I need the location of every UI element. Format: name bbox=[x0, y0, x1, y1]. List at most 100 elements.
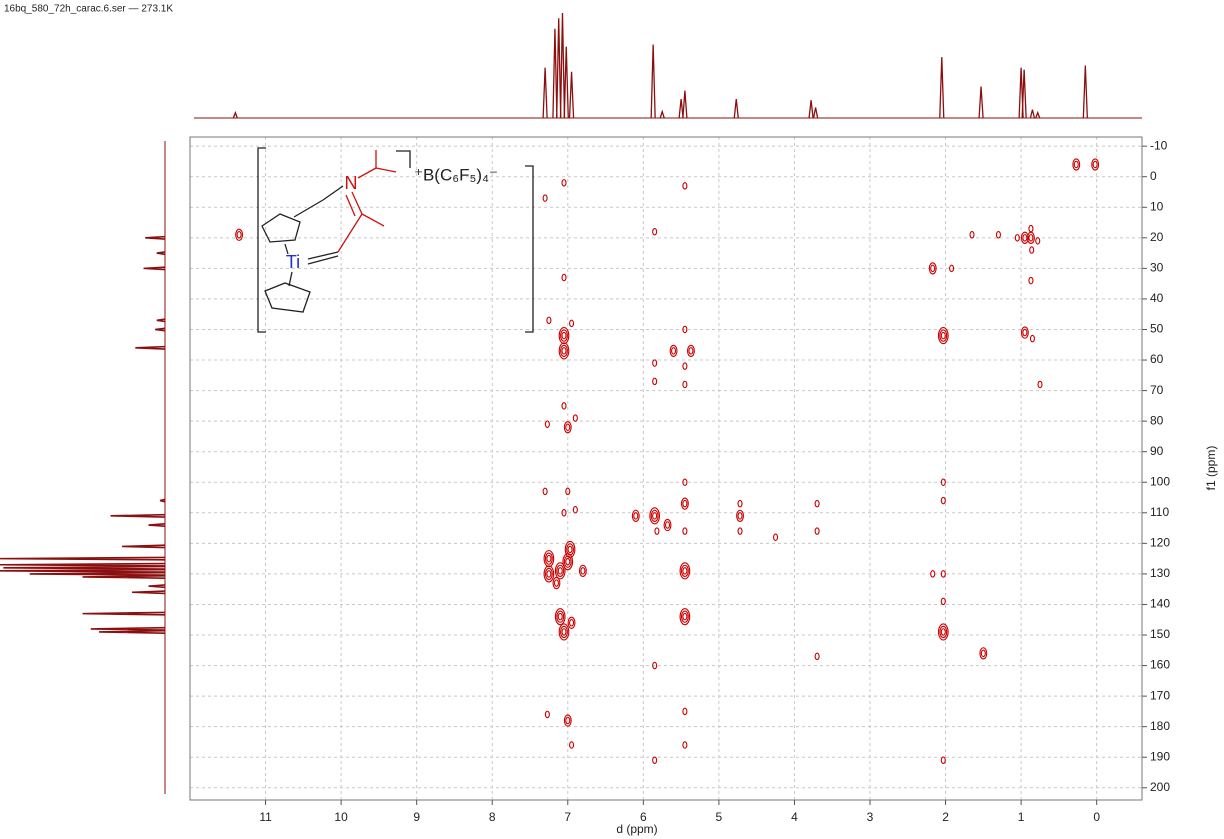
y-tick-label: 140 bbox=[1150, 597, 1170, 611]
cross-peak bbox=[569, 741, 575, 749]
cross-peak bbox=[1037, 380, 1043, 389]
contour bbox=[1028, 234, 1034, 242]
contour bbox=[564, 540, 576, 559]
cross-peak bbox=[569, 319, 575, 328]
contour bbox=[650, 509, 659, 523]
projection-peak bbox=[552, 28, 558, 119]
y-tick-label: 0 bbox=[1150, 169, 1157, 183]
contour bbox=[560, 344, 568, 358]
contour bbox=[565, 487, 571, 496]
projection-peak bbox=[98, 629, 166, 634]
contour bbox=[542, 487, 548, 496]
cross-peak bbox=[558, 623, 570, 641]
contour bbox=[940, 478, 946, 486]
contour bbox=[546, 316, 552, 325]
cross-peak bbox=[1028, 276, 1034, 285]
cross-peak bbox=[563, 421, 572, 434]
cross-peak bbox=[1020, 326, 1029, 339]
cross-peak bbox=[928, 262, 937, 275]
cross-peak bbox=[543, 565, 555, 583]
contour bbox=[930, 570, 936, 578]
contour bbox=[995, 231, 1001, 239]
contour bbox=[580, 567, 586, 575]
contour bbox=[566, 543, 574, 556]
contour bbox=[1072, 158, 1081, 171]
cross-peak bbox=[682, 182, 688, 190]
contour bbox=[572, 505, 578, 514]
contour bbox=[980, 649, 986, 658]
contour bbox=[1035, 237, 1041, 245]
contour bbox=[569, 741, 575, 749]
cross-peak bbox=[940, 597, 946, 606]
bond bbox=[288, 271, 293, 287]
cross-peak bbox=[652, 359, 658, 367]
projection-peak bbox=[148, 584, 166, 589]
cross-peak bbox=[940, 570, 946, 578]
contour bbox=[649, 507, 661, 525]
contour bbox=[679, 562, 691, 580]
cross-peak bbox=[561, 273, 567, 282]
atom-label: Ti bbox=[286, 252, 300, 272]
contour bbox=[544, 552, 553, 565]
contour bbox=[682, 499, 688, 508]
cross-peak bbox=[564, 540, 576, 559]
contour bbox=[561, 331, 567, 340]
projection-peak bbox=[733, 99, 739, 119]
bond bbox=[337, 213, 363, 253]
contour bbox=[569, 619, 575, 627]
bond bbox=[351, 191, 363, 215]
contour bbox=[1014, 234, 1020, 242]
contour bbox=[633, 512, 639, 520]
contour bbox=[940, 597, 946, 606]
projection-peak bbox=[29, 571, 166, 576]
y-tick-label: 60 bbox=[1150, 352, 1164, 366]
contour bbox=[1022, 328, 1028, 337]
contour bbox=[682, 380, 688, 389]
contour bbox=[561, 179, 567, 187]
projection-peak bbox=[159, 498, 166, 503]
projection-peak bbox=[556, 18, 562, 119]
projection-peak bbox=[939, 57, 945, 119]
bracket bbox=[257, 147, 266, 333]
contour bbox=[682, 567, 688, 575]
x-tick-label: 2 bbox=[942, 810, 949, 824]
projection-peak bbox=[3, 565, 166, 570]
contour bbox=[552, 576, 561, 590]
contour bbox=[1020, 326, 1029, 339]
projection-peak bbox=[563, 46, 569, 119]
contour bbox=[561, 347, 567, 355]
contour bbox=[553, 579, 559, 587]
plot-frame bbox=[189, 136, 1143, 801]
cross-peak bbox=[995, 231, 1001, 239]
contour bbox=[1092, 160, 1098, 169]
cross-peak bbox=[937, 623, 949, 641]
contour bbox=[1020, 231, 1029, 244]
projection-peak bbox=[978, 86, 984, 119]
projection-peak bbox=[148, 523, 166, 528]
cross-peak bbox=[235, 228, 244, 241]
contour bbox=[557, 567, 563, 575]
cross-peak bbox=[652, 227, 658, 236]
y-tick-label: -10 bbox=[1150, 138, 1168, 152]
cross-peak bbox=[940, 478, 946, 486]
contour bbox=[558, 327, 570, 345]
bond bbox=[375, 167, 397, 173]
cross-peak bbox=[682, 707, 688, 716]
contour bbox=[236, 231, 242, 239]
cross-peak bbox=[737, 499, 743, 508]
cross-peak bbox=[572, 505, 578, 514]
x-tick-label: 0 bbox=[1093, 810, 1100, 824]
contour bbox=[937, 623, 949, 641]
bond bbox=[293, 199, 324, 218]
x-tick-label: 11 bbox=[259, 810, 272, 824]
contour bbox=[1091, 158, 1100, 171]
contour bbox=[682, 707, 688, 716]
cross-peak bbox=[561, 509, 567, 517]
bond bbox=[345, 194, 356, 217]
grid bbox=[190, 137, 1142, 800]
contour bbox=[235, 228, 244, 241]
contour bbox=[567, 616, 576, 629]
cross-peak bbox=[979, 647, 988, 660]
contour bbox=[654, 527, 660, 535]
y-tick-label: 180 bbox=[1150, 719, 1170, 733]
